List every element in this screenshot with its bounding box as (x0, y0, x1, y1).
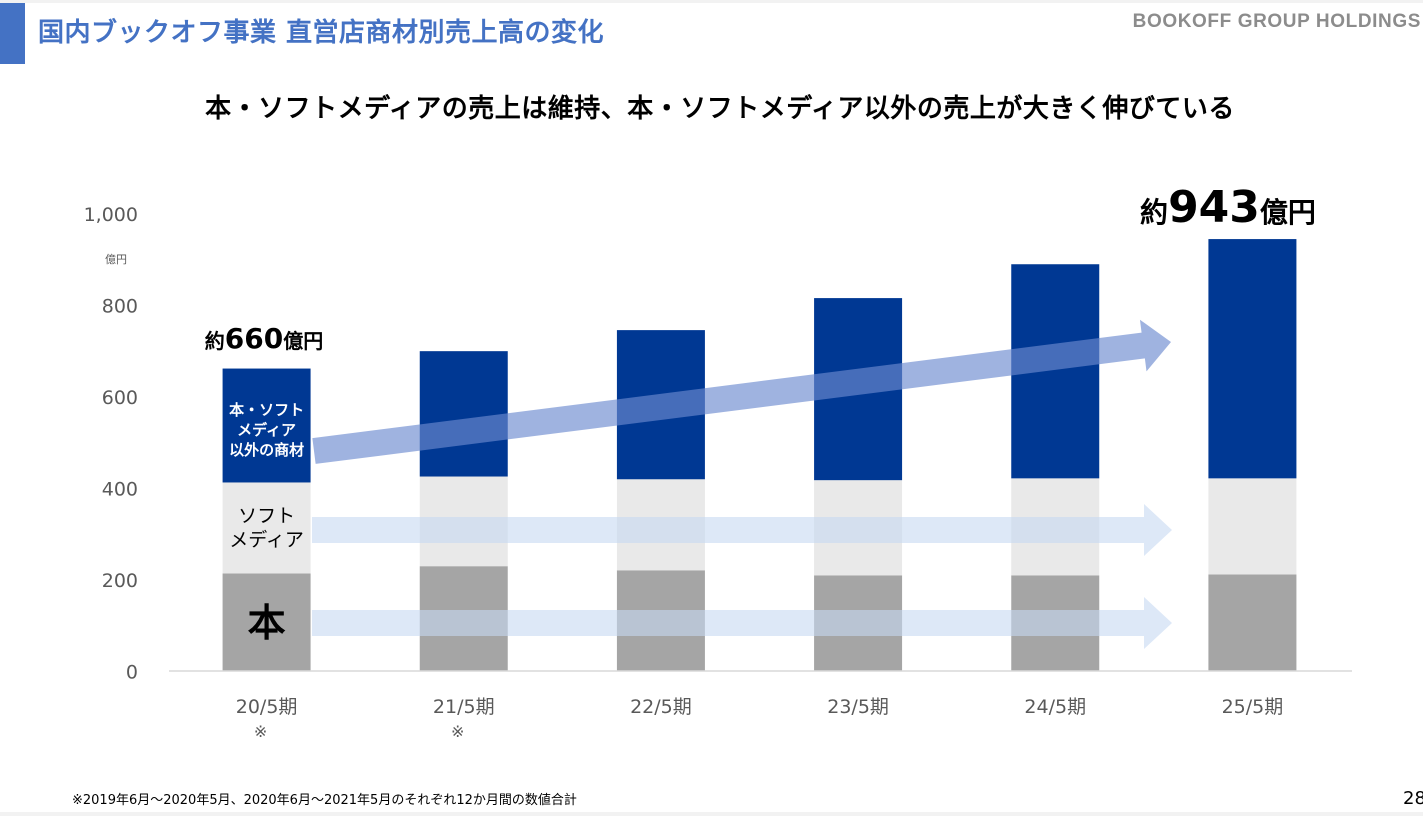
x-tick-label: 25/5期 (1222, 696, 1284, 718)
top-strip (0, 0, 1423, 3)
total-suffix: 億円 (283, 329, 323, 353)
total-value: 660 (225, 322, 283, 355)
segment-label-soft-media: メディア (229, 529, 304, 551)
x-tick-note: ※ (254, 722, 267, 741)
headline: 本・ソフトメディアの売上は維持、本・ソフトメディア以外の売上が大きく伸びている (205, 94, 1235, 124)
bottom-strip (0, 812, 1423, 816)
total-prefix: 約 (1140, 196, 1168, 229)
bar-segment-other-goods (1208, 239, 1297, 479)
bar-segment-other-goods (419, 351, 508, 477)
page-number: 28 (1403, 788, 1423, 809)
total-prefix: 約 (205, 329, 225, 353)
x-tick-label: 21/5期 (433, 696, 495, 718)
bar-segment-books (1208, 574, 1297, 671)
bar-segment-soft-media (1208, 478, 1297, 575)
trend-arrows (312, 319, 1172, 649)
y-tick-label: 600 (102, 387, 138, 409)
x-tick-note: ※ (451, 722, 464, 741)
segment-label-soft-media: ソフト (238, 505, 295, 527)
bars (222, 239, 1297, 671)
segment-label-books: 本 (248, 601, 286, 645)
total-suffix: 億円 (1260, 196, 1316, 229)
x-tick-label: 23/5期 (827, 696, 889, 718)
page-title: 国内ブックオフ事業 直営店商材別売上高の変化 (38, 18, 605, 48)
y-tick-label: 1,000 (84, 204, 138, 226)
y-tick-label: 800 (102, 296, 138, 318)
segment-label-other-goods: 本・ソフト (229, 401, 304, 419)
bar-segment-books (222, 573, 311, 671)
x-tick-label: 22/5期 (630, 696, 692, 718)
growth-arrow (312, 319, 1172, 464)
x-tick-label: 20/5期 (236, 696, 298, 718)
bar-segment-soft-media (222, 482, 311, 574)
title-accent-bar (0, 3, 25, 64)
x-tick-label: 24/5期 (1024, 696, 1086, 718)
y-tick-label: 400 (102, 479, 138, 501)
y-tick-label: 200 (102, 570, 138, 592)
segment-label-other-goods: メディア (237, 421, 296, 439)
books-flat-arrow (312, 597, 1172, 649)
total-value: 943 (1168, 182, 1260, 233)
y-tick-label: 0 (126, 662, 138, 684)
x-axis-labels: 20/5期 ※ 21/5期 ※ 22/5期 23/5期 24/5期 25/5期 (236, 696, 1284, 741)
y-axis-unit-label: 億円 (105, 253, 127, 266)
soft-media-flat-arrow (312, 504, 1172, 556)
total-label-first: 約660億円 (205, 322, 323, 355)
bar-segment-other-goods (222, 368, 311, 483)
y-axis: 0 200 400 600 800 1,000 (84, 204, 138, 684)
footnote: ※2019年6月～2020年5月、2020年6月～2021年5月のそれぞれ12か… (72, 793, 577, 808)
brand-logo-text: BOOKOFF GROUP HOLDINGS (1132, 11, 1421, 32)
segment-label-other-goods: 以外の商材 (229, 441, 304, 459)
total-label-last: 約943億円 (1140, 182, 1316, 233)
